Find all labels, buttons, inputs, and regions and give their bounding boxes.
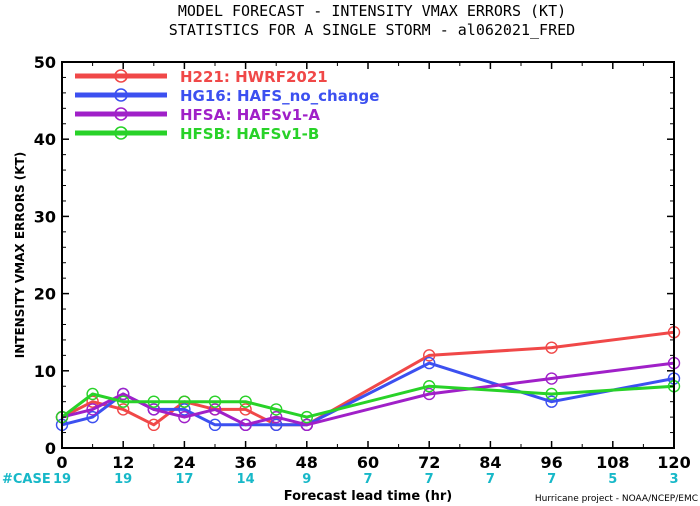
data-point [86, 387, 99, 401]
x-tick-label: 108 [596, 453, 629, 472]
y-tick-label: 10 [34, 362, 56, 381]
series-1 [55, 326, 681, 432]
x-tick-label: 0 [56, 453, 67, 472]
data-point [545, 387, 558, 401]
y-tick-label: 50 [34, 53, 56, 72]
data-point [423, 380, 436, 393]
data-point [178, 410, 191, 424]
case-count: 19 [53, 472, 71, 487]
data-point [270, 410, 283, 424]
y-tick-label: 20 [34, 285, 56, 304]
data-point [147, 395, 161, 408]
case-count: 7 [547, 472, 556, 487]
legend-swatch-marker [114, 69, 128, 83]
chart-title: MODEL FORECAST - INTENSITY VMAX ERRORS (… [178, 2, 566, 20]
legend-label: HFSA: HAFSv1-A [180, 106, 320, 124]
data-point [208, 395, 222, 408]
data-point [545, 341, 558, 354]
data-point [116, 395, 130, 408]
data-point [178, 403, 191, 416]
case-count: 14 [237, 472, 255, 487]
x-tick-label: 12 [112, 453, 134, 472]
legend-entry: HFSA: HAFSv1-A [75, 106, 320, 124]
case-count: 5 [608, 472, 617, 487]
data-point [86, 403, 99, 416]
data-point [239, 403, 252, 416]
legend-swatch-marker [114, 88, 128, 102]
series-2 [55, 356, 681, 432]
data-point [239, 418, 252, 432]
legend-label: HFSB: HAFSv1-B [180, 125, 319, 143]
case-count: 7 [486, 472, 495, 487]
credit-text: Hurricane project - NOAA/NCEP/EMC [535, 494, 698, 504]
legend-entry: HFSB: HAFSv1-B [75, 125, 319, 143]
data-point [86, 395, 99, 408]
data-point [423, 349, 436, 362]
data-point [86, 410, 99, 424]
legend-swatch-marker [114, 126, 128, 140]
data-point [208, 403, 222, 416]
legend-label: HG16: HAFS_no_change [180, 87, 379, 105]
x-tick-label: 72 [418, 453, 440, 472]
case-label: #CASE [2, 472, 51, 487]
x-tick-label: 48 [296, 453, 318, 472]
data-point [116, 403, 130, 416]
data-point [116, 387, 130, 401]
data-point [423, 387, 436, 401]
legend-entry: HG16: HAFS_no_change [75, 87, 379, 105]
y-tick-label: 0 [45, 439, 56, 458]
x-tick-label: 36 [234, 453, 256, 472]
case-count: 7 [425, 472, 434, 487]
data-point [270, 403, 283, 416]
case-count: 7 [363, 472, 372, 487]
case-count: 9 [302, 472, 311, 487]
data-point [300, 410, 313, 424]
y-axis-label: INTENSITY VMAX ERRORS (KT) [13, 152, 27, 358]
series-4 [55, 380, 681, 424]
data-point [147, 403, 161, 416]
data-point [545, 395, 558, 408]
x-tick-label: 84 [479, 453, 501, 472]
case-count: 3 [669, 472, 678, 487]
y-tick-label: 30 [34, 207, 56, 226]
case-count: 17 [175, 472, 193, 487]
axes-layer: 0 10 20 30 40 50 0 12 24 36 48 60 72 84 96 108 120 19 19 17… [34, 53, 691, 487]
data-point [178, 395, 191, 408]
data-point [270, 418, 283, 432]
x-tick-label: 120 [657, 453, 690, 472]
x-axis-label: Forecast lead time (hr) [284, 489, 452, 504]
case-count: 19 [114, 472, 132, 487]
data-point [208, 418, 222, 432]
legend-label: H221: HWRF2021 [180, 68, 328, 86]
data-point [423, 356, 436, 370]
legend-entry: H221: HWRF2021 [75, 68, 328, 86]
data-point [239, 395, 252, 408]
data-point [300, 418, 313, 432]
data-point [545, 372, 558, 385]
legend-swatch-marker [114, 107, 128, 121]
series-layer [55, 326, 681, 432]
data-point [147, 418, 161, 432]
chart-subtitle: STATISTICS FOR A SINGLE STORM - al062021… [169, 21, 575, 39]
y-tick-label: 40 [34, 130, 56, 149]
x-tick-label: 60 [357, 453, 379, 472]
x-tick-label: 24 [173, 453, 195, 472]
x-tick-label: 96 [540, 453, 562, 472]
